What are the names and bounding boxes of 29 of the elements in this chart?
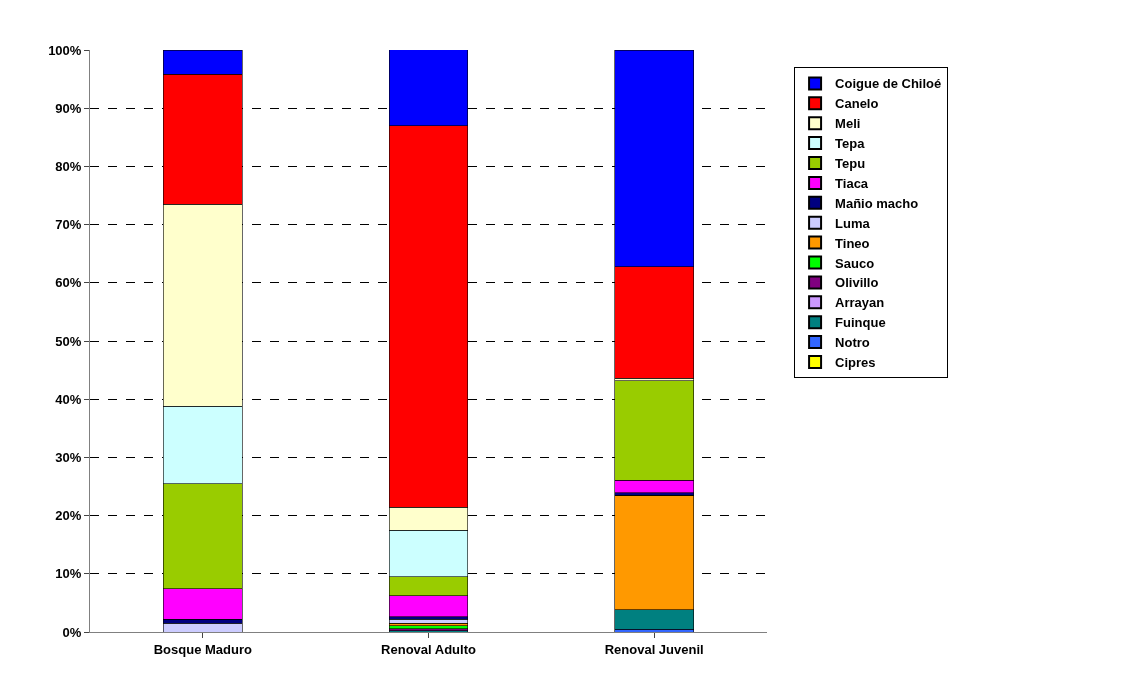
y-tick-label: 100% <box>48 42 82 58</box>
legend-label: Coigue de Chiloé <box>835 76 942 92</box>
x-tick-label: Renoval Adulto <box>381 641 476 657</box>
y-tick-label: 0% <box>62 624 82 640</box>
y-tick-label: 20% <box>55 508 82 524</box>
y-tick-label: 60% <box>55 275 82 291</box>
legend-label: Tiaca <box>835 175 869 191</box>
y-tick-label: 10% <box>55 566 82 582</box>
legend-label: Luma <box>835 215 871 231</box>
legend-label: Meli <box>835 116 861 132</box>
legend-label: Notro <box>835 335 870 351</box>
legend-label: Canelo <box>835 96 879 112</box>
legend-label: Fuinque <box>835 315 886 331</box>
legend-label: Tepu <box>835 156 866 172</box>
y-tick-label: 40% <box>55 391 82 407</box>
y-tick-label: 90% <box>55 100 82 116</box>
legend-label: Arrayan <box>835 295 885 311</box>
y-tick-label: 30% <box>55 449 82 465</box>
y-tick-label: 70% <box>55 217 82 233</box>
legend-label: Cipres <box>835 355 876 371</box>
legend-label: Mañio macho <box>835 195 919 211</box>
y-tick-label: 80% <box>55 158 82 174</box>
legend-label: Tepa <box>835 136 866 152</box>
x-tick-label: Renoval Juvenil <box>604 641 704 657</box>
y-tick-label: 50% <box>55 333 82 349</box>
x-tick-label: Bosque Maduro <box>153 641 252 657</box>
legend-label: Tineo <box>835 235 870 251</box>
legend-label: Sauco <box>835 255 875 271</box>
legend-label: Olivillo <box>835 275 879 291</box>
